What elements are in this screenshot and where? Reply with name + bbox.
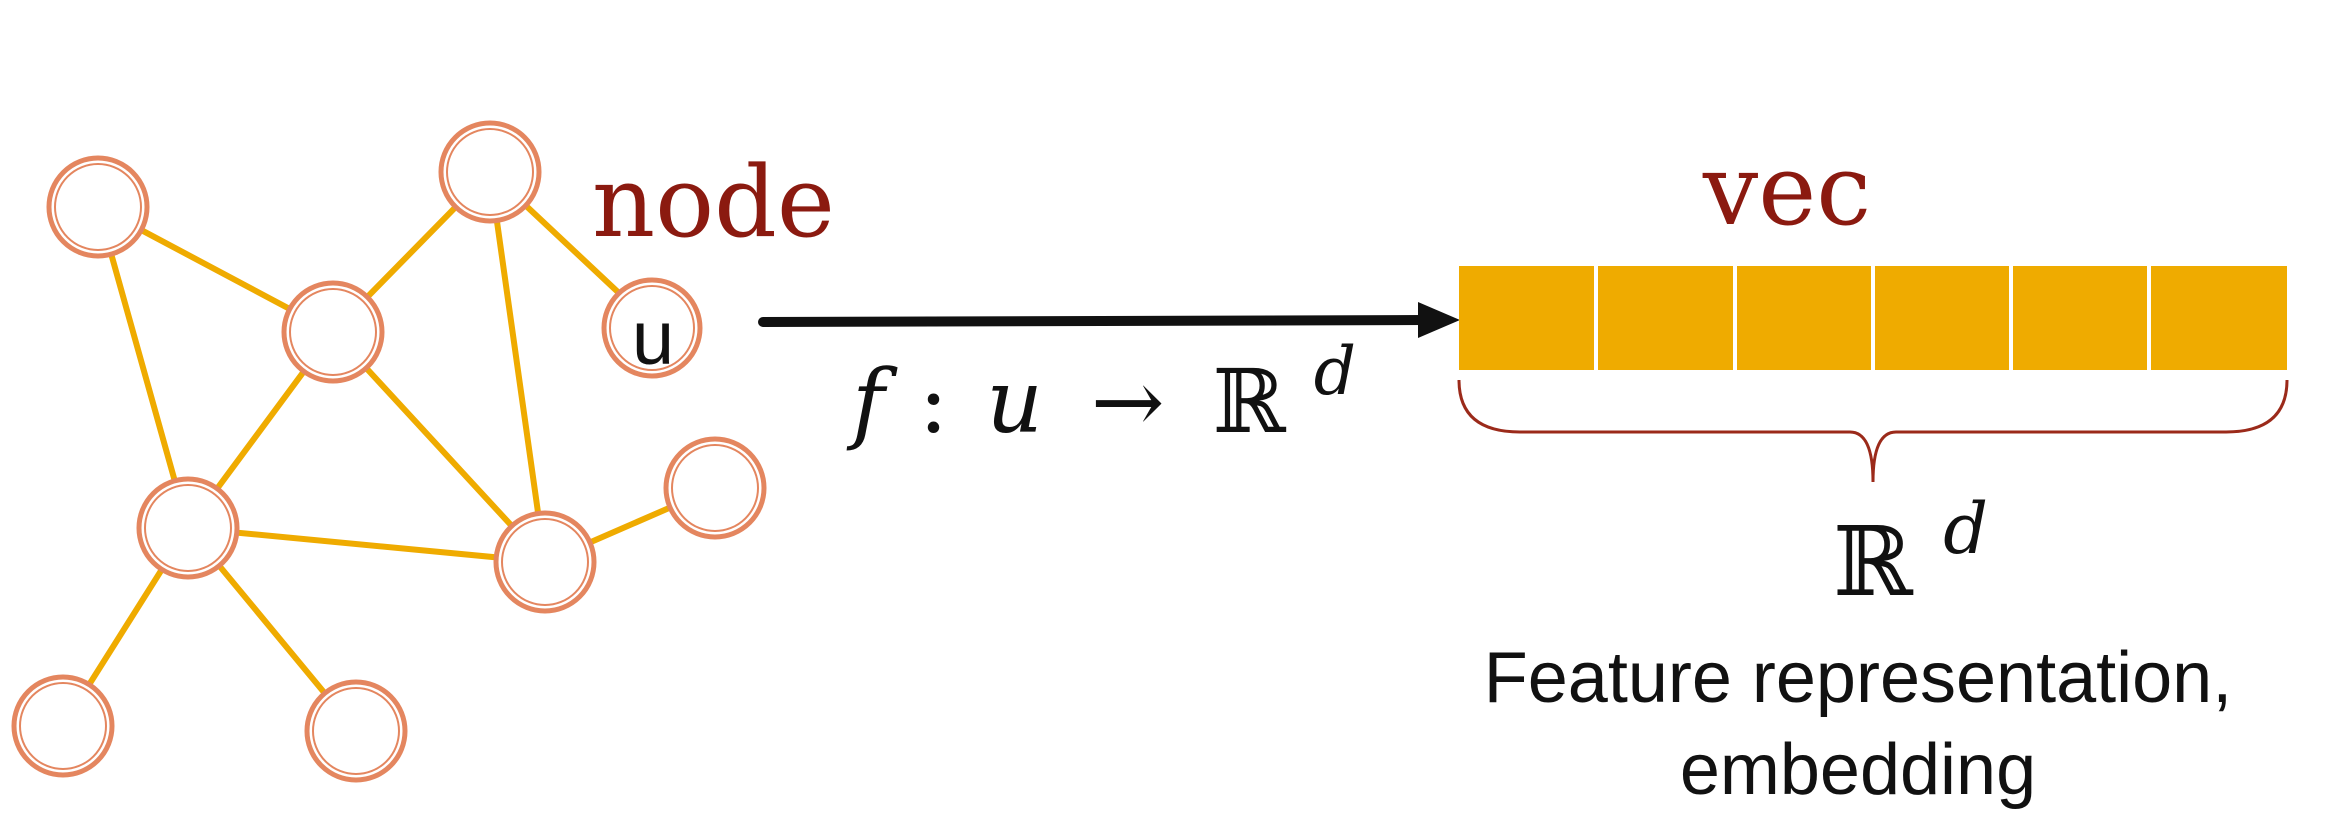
- vector-cell: [2013, 266, 2147, 370]
- graph-node: [281, 280, 385, 384]
- graph-node-u: [601, 277, 703, 379]
- formula-d: d: [1314, 333, 1356, 410]
- space-d: d: [1943, 488, 1988, 570]
- embedding-vector: [1459, 266, 2287, 370]
- dimension-brace: [1457, 379, 2289, 483]
- caption-line-2: embedding: [1680, 730, 2036, 810]
- graph-node: [46, 155, 150, 259]
- formula-colon: :: [919, 350, 949, 453]
- caption-line-1: Feature representation,: [1484, 638, 2232, 718]
- graph-node: [438, 120, 542, 224]
- vector-cell: [2151, 266, 2287, 370]
- graph-edge: [185, 525, 548, 565]
- space-label: ℝ d: [1833, 488, 1988, 618]
- mapping-arrow: [758, 302, 1460, 338]
- graph-node: [493, 510, 597, 614]
- formula-u: u: [986, 350, 1043, 453]
- graph-edge: [487, 169, 548, 565]
- graph-node: [663, 436, 767, 540]
- formula-arrow: →: [1091, 350, 1165, 453]
- vec-label: vec: [1702, 134, 1871, 248]
- graph-edge: [330, 329, 548, 565]
- mapping-formula: f : u → ℝ d: [846, 333, 1356, 453]
- graph-node: [136, 476, 240, 580]
- graph-nodes: [11, 120, 767, 783]
- node-label: node: [592, 146, 835, 260]
- formula-f: f: [846, 350, 898, 453]
- vector-cell: [1875, 266, 2009, 370]
- vector-cell: [1737, 266, 1871, 370]
- graph-node: [304, 679, 408, 783]
- graph-edge: [95, 204, 191, 531]
- node-u-label: u: [632, 296, 674, 381]
- vector-cell: [1459, 266, 1594, 370]
- vector-cell: [1598, 266, 1733, 370]
- space-R: ℝ: [1833, 506, 1914, 618]
- graph-node: [11, 674, 115, 778]
- formula-R: ℝ: [1213, 350, 1287, 453]
